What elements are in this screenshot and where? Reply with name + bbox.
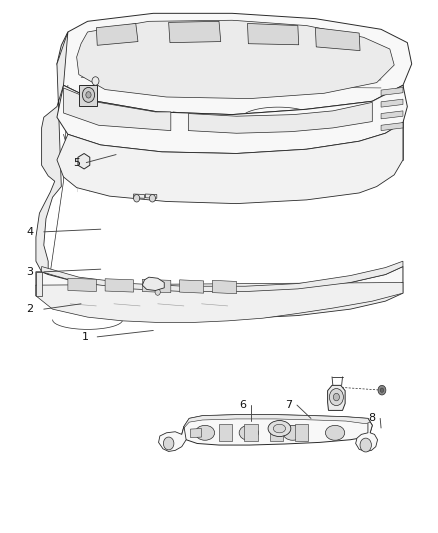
Polygon shape [79,85,97,106]
Polygon shape [36,32,68,274]
Circle shape [378,385,386,395]
Polygon shape [57,13,412,115]
Circle shape [155,289,160,295]
Polygon shape [180,280,204,293]
Polygon shape [96,23,138,45]
Text: 3: 3 [26,267,33,277]
Circle shape [329,389,343,406]
Polygon shape [42,261,403,292]
Polygon shape [142,277,164,290]
Polygon shape [356,418,378,451]
Polygon shape [78,154,90,169]
Polygon shape [191,429,201,438]
Ellipse shape [268,421,291,437]
Polygon shape [315,28,360,51]
Circle shape [163,437,174,450]
Polygon shape [270,424,283,441]
Polygon shape [295,424,308,441]
Polygon shape [381,87,403,95]
Text: 8: 8 [369,414,376,423]
Polygon shape [188,102,372,133]
Circle shape [82,87,95,102]
Polygon shape [134,194,145,198]
Circle shape [92,77,99,85]
Polygon shape [105,279,134,292]
Circle shape [380,388,384,392]
Polygon shape [247,23,299,45]
Ellipse shape [283,425,302,440]
Polygon shape [57,123,403,204]
Polygon shape [77,20,394,99]
Polygon shape [142,279,171,293]
Polygon shape [244,424,258,441]
Circle shape [149,195,155,202]
Polygon shape [381,111,403,119]
Circle shape [153,281,158,287]
Text: 6: 6 [240,400,247,410]
Polygon shape [184,415,370,428]
Polygon shape [145,194,157,198]
Circle shape [360,438,371,452]
Text: 4: 4 [26,227,33,237]
Polygon shape [381,99,403,107]
Ellipse shape [195,425,215,440]
Text: 1: 1 [82,332,89,342]
Polygon shape [219,424,232,441]
Ellipse shape [239,425,258,440]
Polygon shape [328,385,345,410]
Ellipse shape [325,425,345,440]
Text: 2: 2 [26,304,33,314]
Text: 5: 5 [73,158,80,167]
Polygon shape [381,123,403,131]
Circle shape [134,195,140,202]
Circle shape [86,92,91,98]
Circle shape [333,393,339,401]
Polygon shape [36,266,403,308]
Polygon shape [64,88,171,131]
Polygon shape [212,280,237,294]
Polygon shape [68,278,96,292]
Polygon shape [182,415,372,445]
Polygon shape [36,272,42,296]
Polygon shape [159,426,186,451]
Ellipse shape [273,424,286,433]
Polygon shape [169,21,221,43]
Polygon shape [57,85,407,154]
Polygon shape [36,282,403,322]
Text: 7: 7 [286,400,293,410]
Polygon shape [36,282,403,318]
